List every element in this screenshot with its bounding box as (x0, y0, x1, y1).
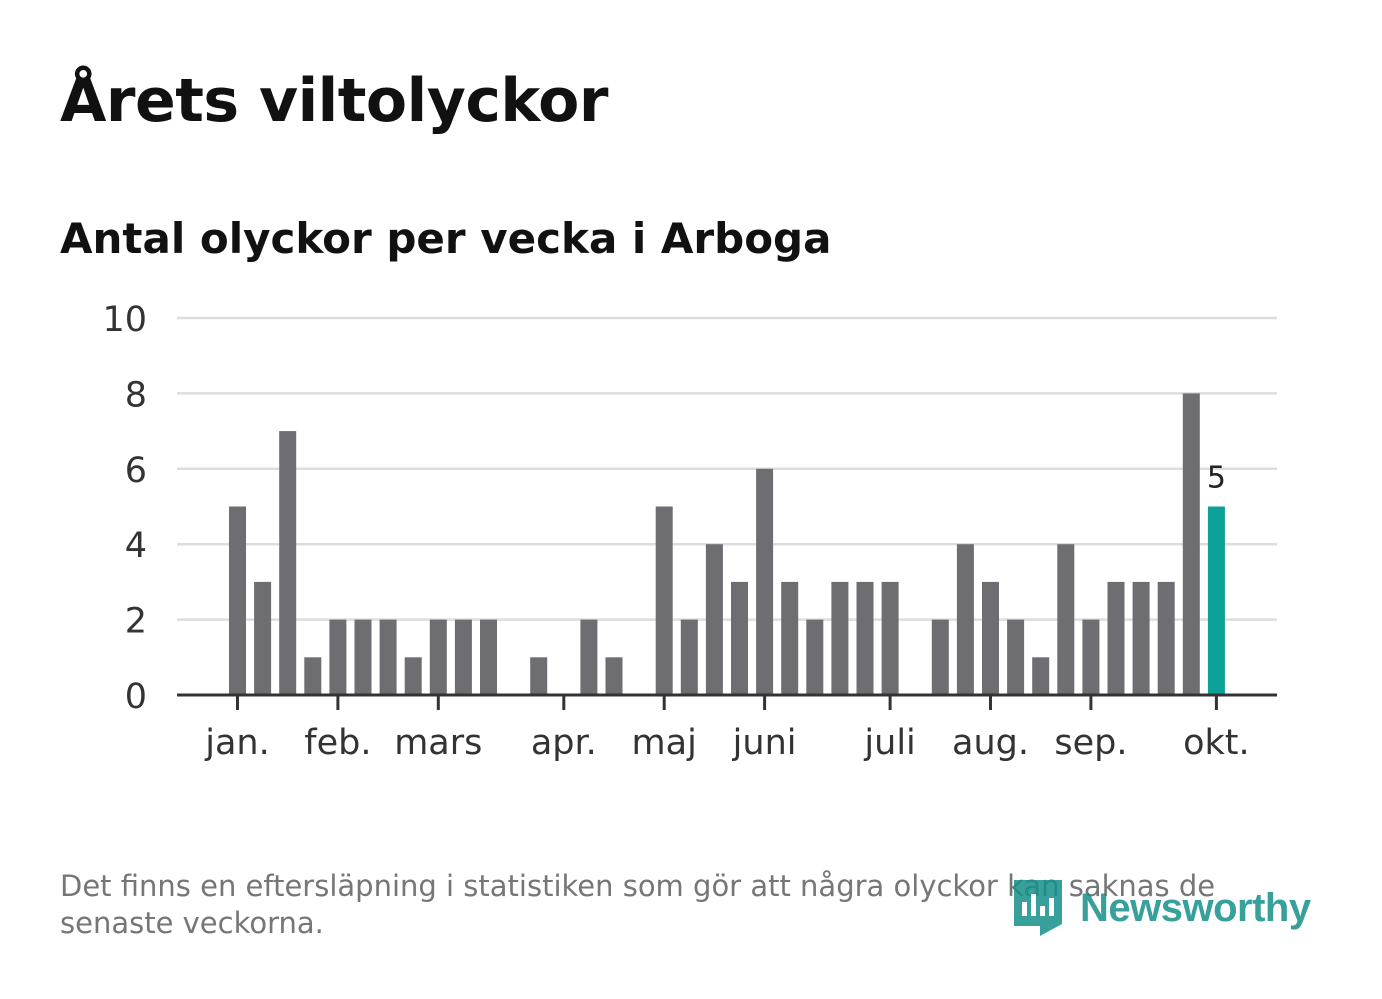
chart-subtitle: Antal olyckor per vecka i Arboga (60, 214, 832, 263)
x-tick-label: juli (863, 723, 915, 763)
y-tick-label: 6 (125, 451, 147, 491)
bar (279, 431, 297, 695)
bar (605, 657, 623, 695)
bar (806, 619, 824, 695)
x-tick-label: feb. (304, 723, 371, 763)
bar (881, 581, 899, 695)
newsworthy-logo-icon (1014, 880, 1062, 936)
bar (831, 581, 849, 695)
bar (254, 581, 272, 695)
bar (781, 581, 799, 695)
bar (1132, 581, 1150, 695)
bar (379, 619, 397, 695)
bar (731, 581, 748, 695)
y-tick-label: 2 (125, 602, 147, 642)
brand-logo: Newsworthy (1010, 876, 1311, 940)
bar (982, 581, 999, 695)
bar (229, 506, 246, 695)
bar (429, 619, 447, 695)
bar (931, 619, 949, 695)
bar (1082, 619, 1100, 695)
highlight-bar (1207, 506, 1225, 695)
bar (680, 619, 698, 695)
bar (655, 506, 673, 695)
bar (329, 619, 347, 695)
bar (580, 619, 598, 695)
y-tick-label: 0 (125, 677, 147, 717)
x-tick-label: jan. (204, 723, 269, 763)
y-tick-label: 8 (125, 375, 147, 415)
bar (1107, 581, 1125, 695)
bar (1007, 619, 1025, 695)
x-tick-label: mars (394, 723, 482, 763)
bar (1157, 581, 1175, 695)
chart-title: Årets viltolyckor (60, 66, 609, 136)
brand-name: Newsworthy (1080, 885, 1311, 930)
bar (354, 619, 372, 695)
bar (1057, 544, 1075, 695)
y-tick-label: 4 (125, 526, 147, 566)
bar (480, 619, 497, 695)
x-tick-label: okt. (1183, 723, 1250, 763)
bar (304, 657, 322, 695)
x-tick-label: juni (732, 723, 797, 763)
x-tick-label: sep. (1054, 723, 1127, 763)
x-tick-label: apr. (531, 723, 597, 763)
y-tick-label: 10 (102, 300, 147, 340)
bar (856, 581, 874, 695)
x-tick-label: aug. (952, 723, 1029, 763)
bar (756, 468, 774, 695)
bar (705, 544, 723, 695)
bar (1032, 657, 1050, 695)
x-tick-label: maj (632, 723, 697, 763)
data-label: 5 (1207, 461, 1226, 496)
bar (404, 657, 422, 695)
bar (1182, 393, 1200, 695)
bar (956, 544, 974, 695)
bar (530, 657, 548, 695)
bar (454, 619, 472, 695)
